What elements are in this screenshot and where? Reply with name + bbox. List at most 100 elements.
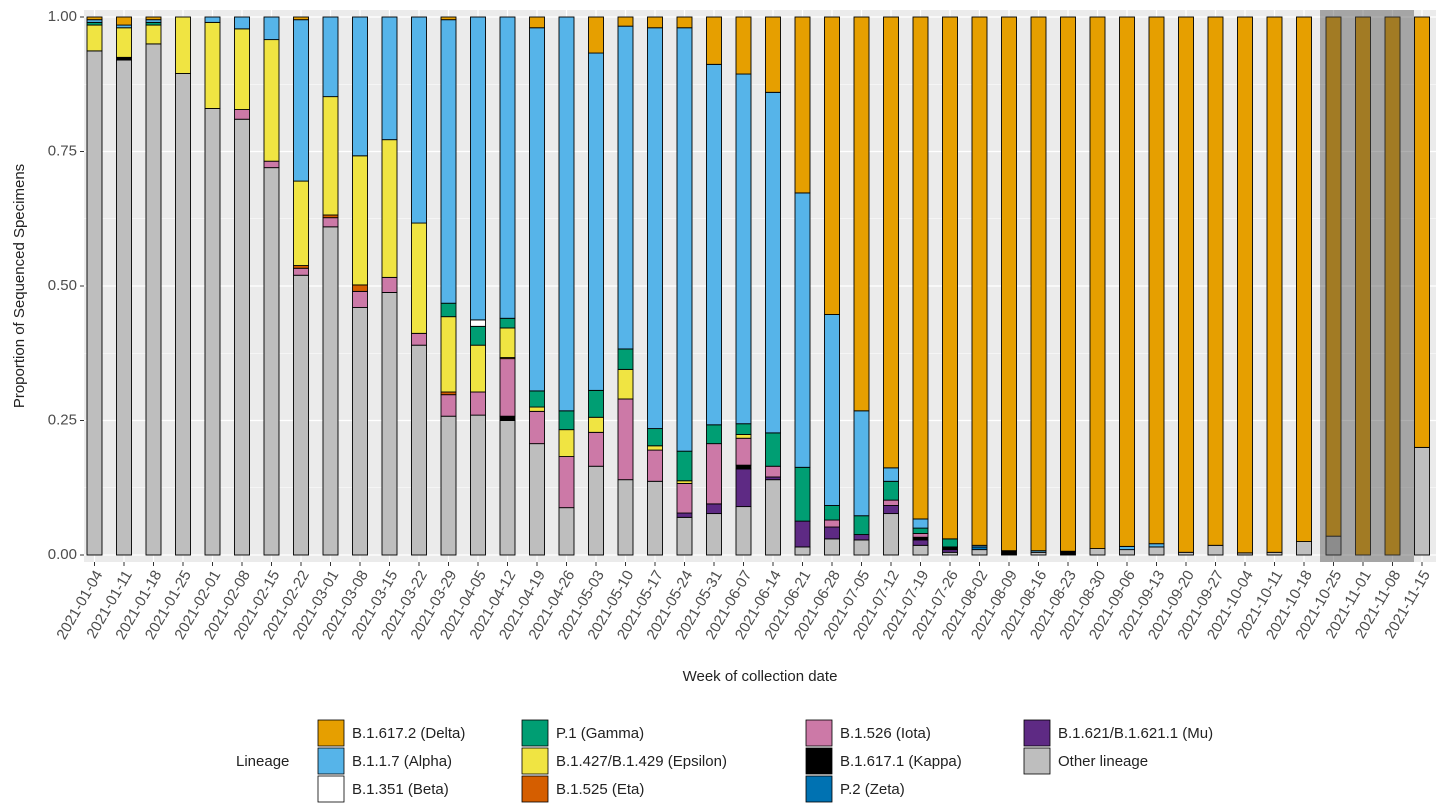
- bar-segment: [824, 538, 840, 556]
- bar-segment: [116, 16, 132, 26]
- bar-segment: [1355, 16, 1371, 556]
- bar-segment: [263, 16, 280, 41]
- bar-segment: [706, 513, 722, 556]
- bar-segment: [322, 16, 339, 98]
- bar-segment: [1148, 546, 1165, 556]
- bar-segment: [86, 16, 103, 21]
- bar-segment: [352, 290, 368, 308]
- legend-title: Lineage: [236, 753, 289, 770]
- bar-segment: [470, 16, 486, 321]
- bar-segment: [558, 16, 575, 412]
- bar-segment: [942, 16, 958, 540]
- bar-segment: [912, 16, 929, 520]
- bar-segment: [86, 50, 103, 556]
- bar-segment: [647, 16, 663, 29]
- legend-label: P.1 (Gamma): [556, 725, 644, 742]
- bar-segment: [706, 424, 722, 445]
- bar-segment: [765, 465, 781, 478]
- bar-segment: [647, 27, 663, 430]
- bar-segment: [499, 327, 516, 359]
- legend-label: Other lineage: [1058, 753, 1148, 770]
- bar-segment: [794, 520, 811, 548]
- bar-segment: [588, 16, 604, 54]
- bar-segment: [529, 443, 545, 556]
- bar-segment: [1001, 550, 1017, 556]
- bar-segment: [706, 16, 722, 65]
- bar-segment: [499, 317, 516, 329]
- legend-key: [317, 719, 345, 747]
- bar-segment: [1148, 16, 1165, 545]
- bar-segment: [1237, 16, 1253, 554]
- legend-key: [317, 775, 345, 803]
- bar-segment: [765, 432, 781, 467]
- bar-segment: [824, 526, 840, 540]
- bar-segment: [234, 16, 250, 30]
- bar-segment: [588, 52, 604, 391]
- legend-label: B.1.351 (Beta): [352, 781, 449, 798]
- legend-label: B.1.617.1 (Kappa): [840, 753, 962, 770]
- bar-segment: [145, 16, 162, 21]
- legend-key: [805, 747, 833, 775]
- legend-label: B.1.617.2 (Delta): [352, 725, 465, 742]
- bar-segment: [1060, 550, 1076, 556]
- legend: B.1.617.2 (Delta) B.1.1.7 (Alpha) B.1.351 …: [317, 719, 1213, 803]
- bar-segment: [735, 73, 752, 425]
- bar-segment: [234, 109, 250, 120]
- bar-segment: [145, 43, 162, 556]
- bar-segment: [411, 332, 427, 346]
- bar-segment: [411, 344, 427, 556]
- bar-segment: [912, 518, 929, 529]
- bar-segment: [411, 16, 427, 224]
- bar-segment: [558, 410, 575, 431]
- legend-key: [805, 719, 833, 747]
- bar-segment: [765, 91, 781, 434]
- bar-segment: [706, 503, 722, 515]
- bar-segment: [735, 506, 752, 556]
- legend-label: B.1.621/B.1.621.1 (Mu): [1058, 725, 1213, 742]
- bar-segment: [617, 25, 634, 350]
- bar-segment: [558, 456, 575, 509]
- bar-segment: [263, 160, 280, 169]
- bar-segment: [529, 410, 545, 445]
- y-tick-label: 0.75: [48, 142, 77, 159]
- bar-segment: [1060, 16, 1076, 552]
- bar-segment: [647, 449, 663, 482]
- bar-segment: [912, 544, 929, 556]
- bar-segment: [499, 16, 516, 319]
- bar-segment: [735, 437, 752, 466]
- bar-segment: [499, 420, 516, 556]
- bar-segment: [883, 499, 899, 506]
- bar-segment: [676, 512, 693, 518]
- bar-segment: [676, 27, 693, 452]
- bar-segment: [293, 274, 309, 556]
- bar-segment: [853, 539, 870, 556]
- y-tick-label: 0.25: [48, 411, 77, 428]
- bar-segment: [942, 538, 958, 548]
- bar-segment: [883, 16, 899, 469]
- bar-segment: [1030, 16, 1047, 552]
- legend-key: [805, 775, 833, 803]
- bar-segment: [617, 479, 634, 556]
- bar-segment: [617, 348, 634, 370]
- bar-segment: [853, 16, 870, 412]
- bar-segment: [558, 429, 575, 457]
- y-axis-title: Proportion of Sequenced Specimens: [11, 164, 28, 408]
- bar-segment: [971, 16, 988, 546]
- bar-segment: [765, 16, 781, 93]
- bar-segment: [322, 226, 339, 556]
- bar-segment: [883, 467, 899, 482]
- bar-segment: [735, 464, 752, 470]
- bar-segment: [1207, 16, 1224, 546]
- bar-segment: [263, 167, 280, 556]
- bars: [86, 16, 1430, 556]
- bar-segment: [499, 415, 516, 421]
- bar-segment: [1266, 16, 1283, 553]
- bar-segment: [588, 416, 604, 433]
- bar-segment: [676, 482, 693, 514]
- y-tick-label: 1.00: [48, 8, 77, 25]
- bar-segment: [529, 390, 545, 408]
- bar-segment: [1296, 16, 1312, 542]
- bar-segment: [853, 534, 870, 541]
- bar-segment: [706, 63, 722, 426]
- bar-segment: [470, 319, 486, 327]
